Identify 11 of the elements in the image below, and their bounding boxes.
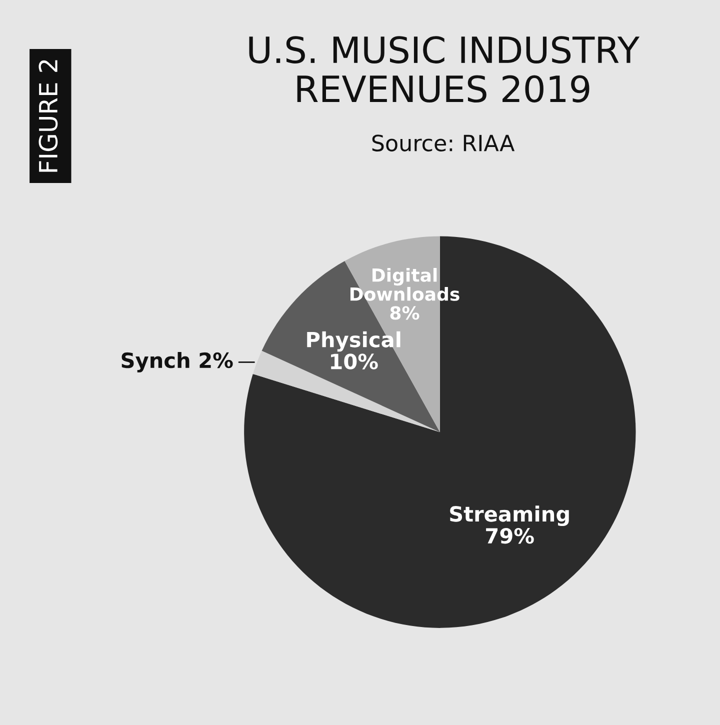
data-label: 8% [390,306,420,320]
slice-label: Physical [307,331,400,352]
data-label: 10% [331,354,378,370]
pie-slice [252,350,440,432]
data-label: 79% [486,528,534,544]
chart-title: U.S. MUSIC INDUSTRY REVENUES 2019 [249,36,640,103]
caption: FIGURE 2 [38,60,58,172]
pie-slice [244,236,636,628]
source-note: Source: RIAA [372,134,515,152]
slice-label: Streaming [450,506,569,526]
slice-label: Synch 2% [122,352,233,372]
